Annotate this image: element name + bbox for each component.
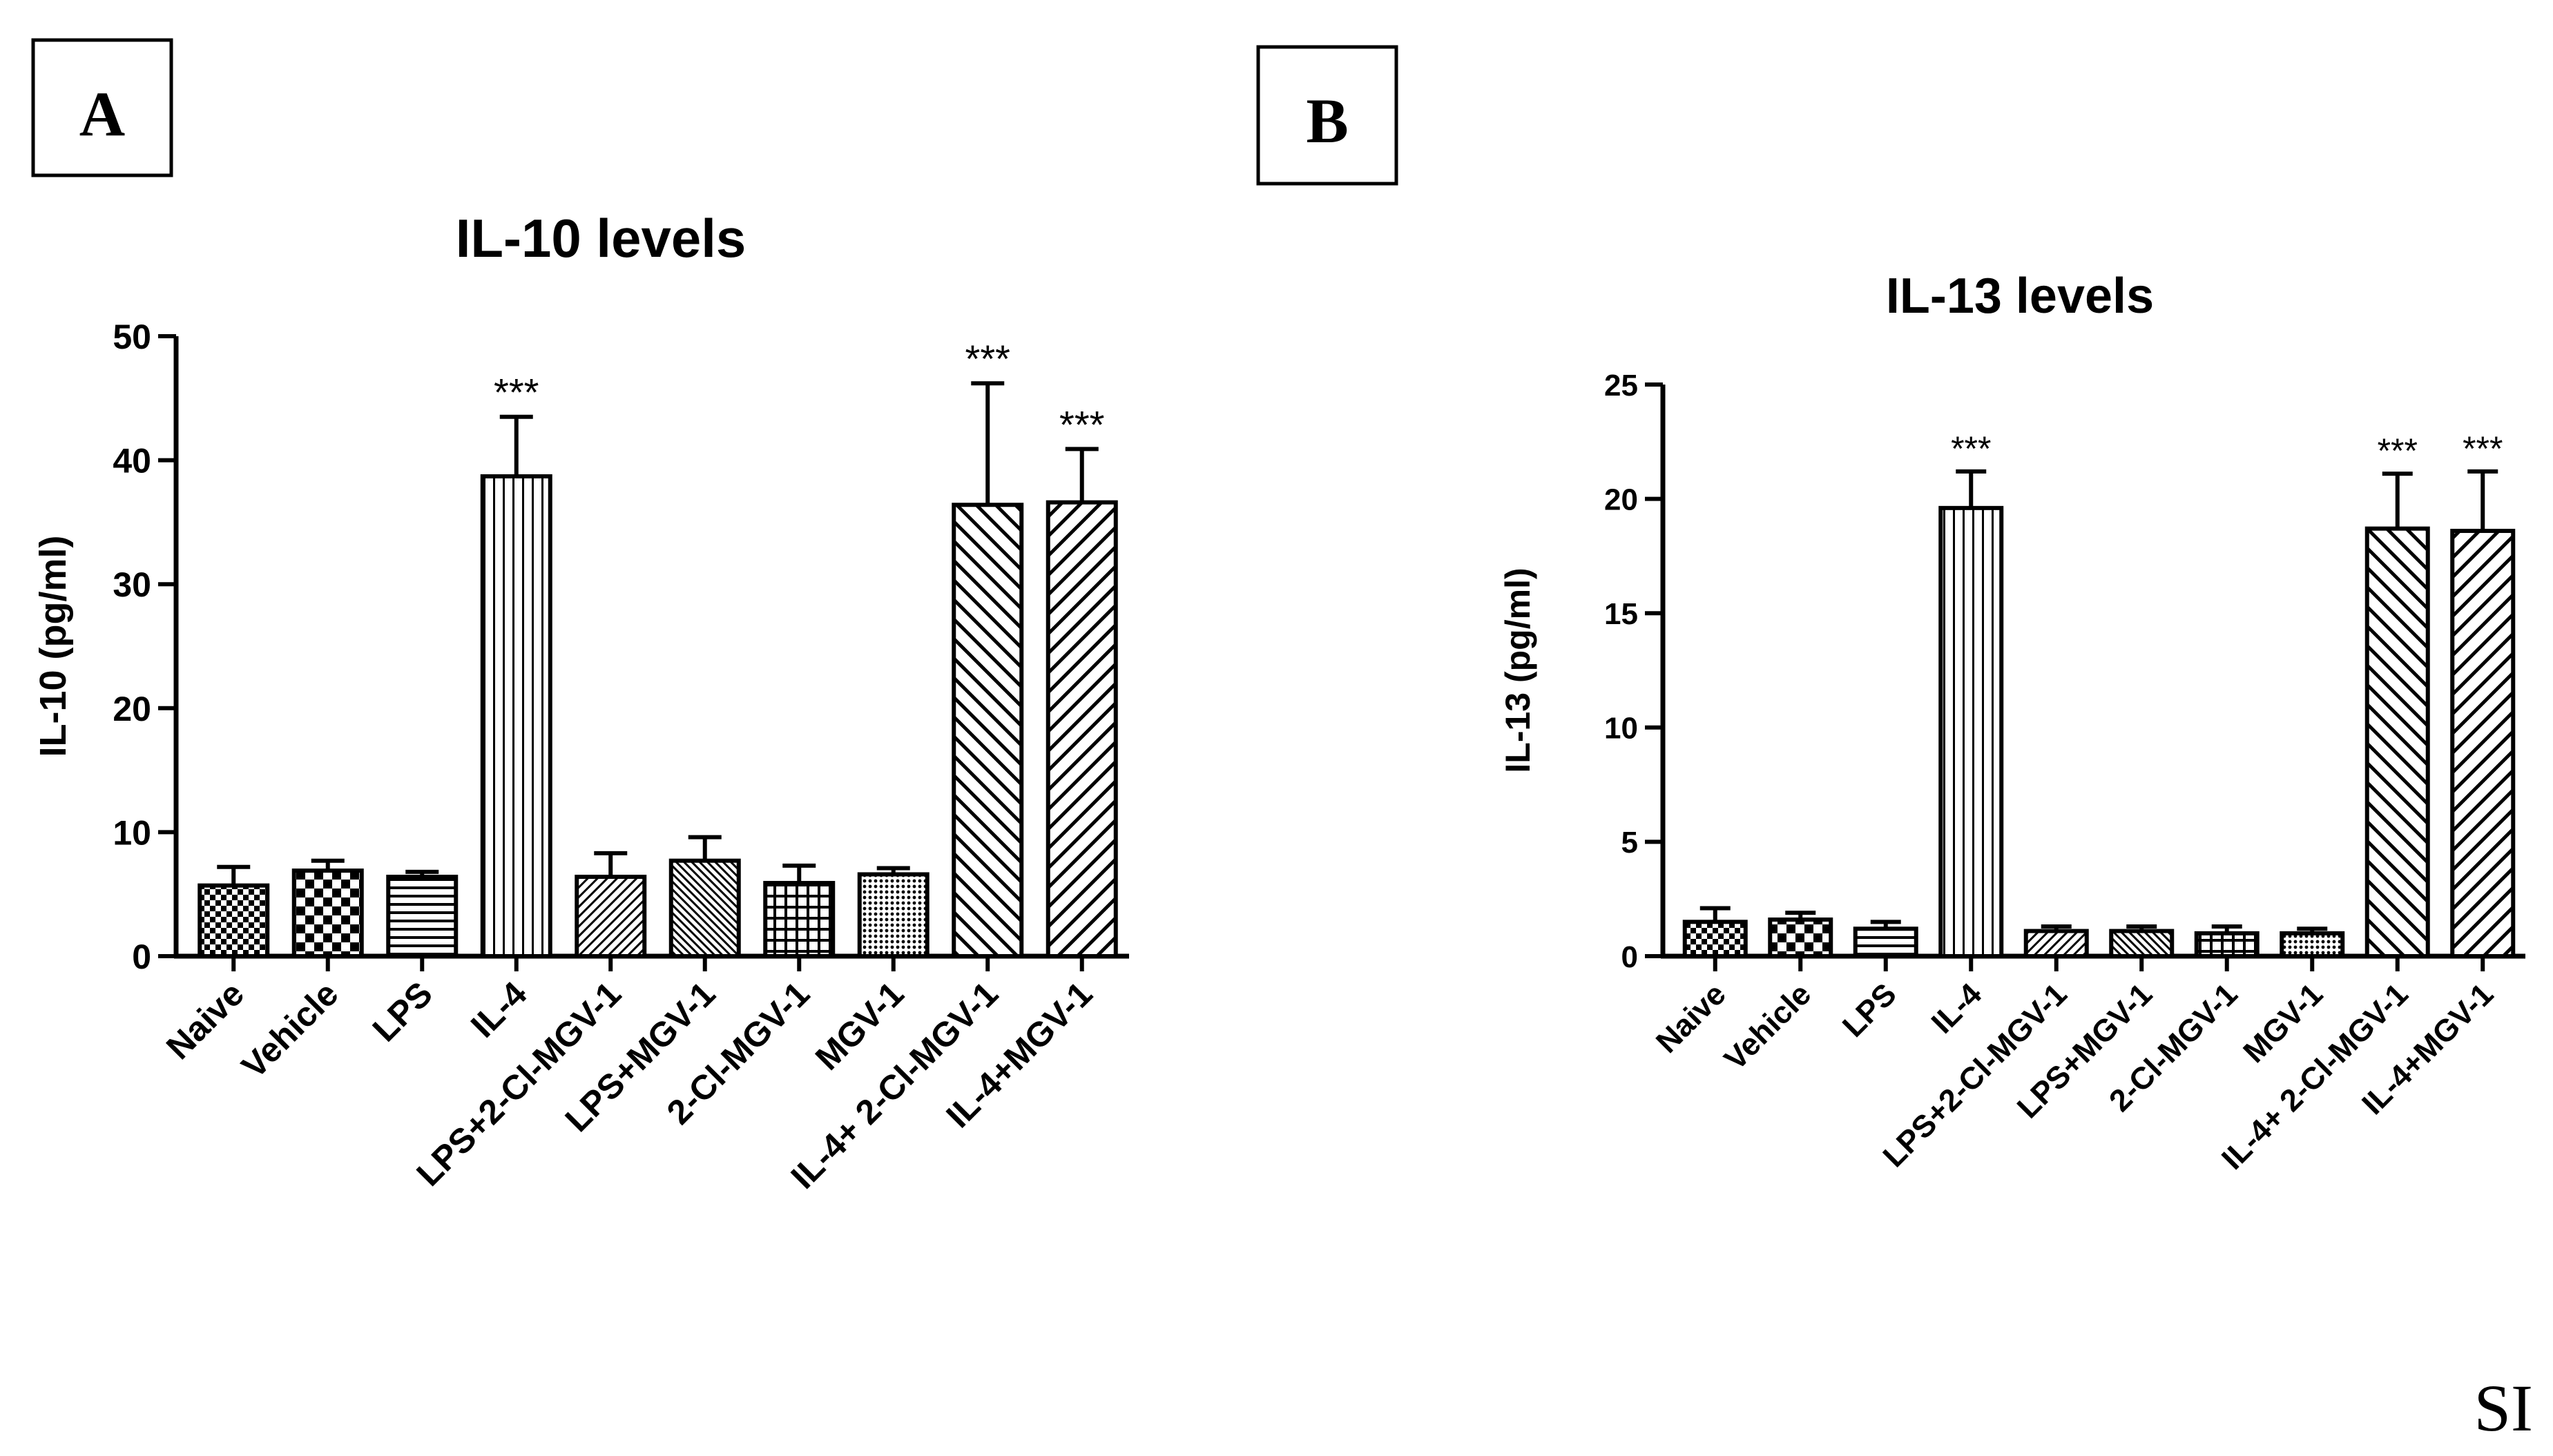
y-tick-label: 20 — [1604, 483, 1638, 516]
x-category-label: Vehicle — [1717, 976, 1818, 1077]
bar-mgv-1 — [2280, 931, 2345, 959]
y-tick-label: 0 — [132, 938, 151, 976]
bar-mgv-1 — [857, 872, 929, 958]
significance-label: *** — [965, 337, 1010, 380]
bar-lps — [1853, 926, 1918, 958]
bar-vehicle — [291, 868, 364, 959]
bar-lps-2-cl-mgv-1 — [575, 875, 647, 959]
y-axis-label: IL-13 (pg/ml) — [1499, 567, 1537, 773]
bar-il-4-mgv-1 — [1046, 500, 1118, 958]
y-tick-label: 25 — [1604, 369, 1638, 402]
bar-lps-2-cl-mgv-1 — [2023, 929, 2089, 958]
y-tick-label: 10 — [1604, 712, 1638, 746]
y-tick-label: 10 — [113, 813, 151, 852]
bar-2-cl-mgv-1 — [763, 881, 836, 959]
x-category-label: Naive — [159, 974, 251, 1067]
x-category-label: LPS — [365, 974, 440, 1049]
bar-2-cl-mgv-1 — [2194, 931, 2260, 959]
significance-label: *** — [2463, 429, 2503, 468]
bar-il-4-mgv-1 — [2450, 528, 2516, 958]
bar-naive — [1682, 920, 1748, 958]
y-tick-label: 15 — [1604, 597, 1638, 631]
bar-lps-mgv-1 — [668, 858, 741, 959]
bar-il-4 — [1938, 505, 2004, 958]
panel-a-letter: A — [79, 79, 125, 149]
bar-lps — [386, 875, 459, 959]
significance-label: *** — [2378, 431, 2418, 470]
y-tick-label: 50 — [113, 318, 151, 356]
x-category-label: Vehicle — [234, 974, 345, 1085]
y-tick-label: 0 — [1621, 940, 1638, 974]
x-category-label: LPS — [1836, 976, 1903, 1044]
y-tick-label: 30 — [113, 565, 151, 604]
bar-vehicle — [1768, 918, 1833, 959]
chart-title: IL-10 levels — [456, 208, 746, 269]
il13-chart: IL-13 levels IL-13 (pg/ml) 0 5 10 15 20 25 Naive… — [1499, 269, 2525, 1176]
significance-label: *** — [1951, 429, 1991, 468]
x-category-label: IL-4 — [463, 974, 534, 1045]
panel-b-label-box: B — [1256, 45, 1398, 186]
panel-b-letter: B — [1306, 86, 1348, 156]
il10-chart: IL-10 levels IL-10 (pg/ml) 0 10 20 30 40 50 Naiv… — [32, 208, 1129, 1196]
y-tick-label: 40 — [113, 442, 151, 481]
significance-label: *** — [494, 371, 539, 414]
y-axis-label: IL-10 (pg/ml) — [32, 536, 74, 757]
x-category-label: Naive — [1649, 976, 1733, 1060]
y-tick-label: 20 — [113, 690, 151, 728]
significance-label: *** — [1059, 402, 1104, 446]
bar-lps-mgv-1 — [2109, 929, 2175, 958]
bar-il-4 — [480, 474, 552, 958]
page-mark: SI — [2474, 1371, 2533, 1445]
y-tick-label: 5 — [1621, 826, 1638, 860]
bar-il-4-2-cl-mgv-1 — [2364, 526, 2430, 958]
x-category-label: IL-4 — [1925, 976, 1989, 1040]
bar-naive — [198, 883, 270, 959]
bar-il-4-2-cl-mgv-1 — [952, 503, 1024, 958]
chart-title: IL-13 levels — [1886, 269, 2154, 324]
panel-a-label-box: A — [31, 38, 173, 177]
